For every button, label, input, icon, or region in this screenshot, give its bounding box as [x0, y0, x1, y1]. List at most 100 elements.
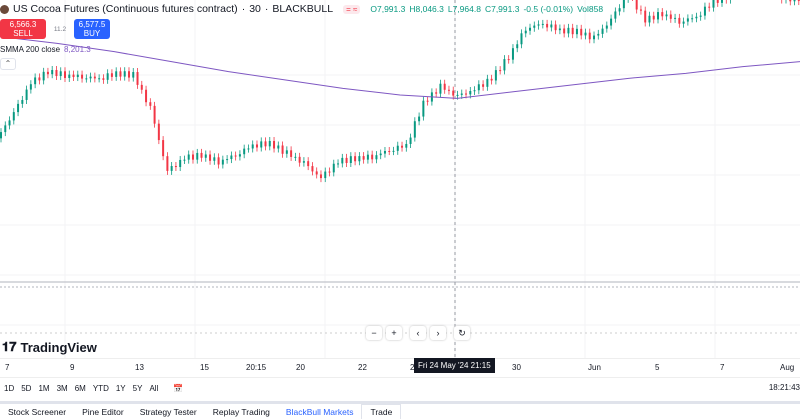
interval[interactable]: 30 [249, 3, 261, 15]
candle-body [302, 161, 305, 163]
range-1y[interactable]: 1Y [115, 384, 126, 393]
chart-navigation: − + ‹ › ↻ [366, 326, 470, 340]
candle-body [183, 159, 186, 161]
candle-body [789, 0, 792, 2]
candle-body [797, 0, 800, 2]
candle-body [332, 163, 335, 173]
candle-body [614, 11, 617, 19]
candle-body [38, 77, 41, 81]
tab-stock-screener[interactable]: Stock Screener [8, 406, 67, 417]
range-3m[interactable]: 3M [56, 384, 68, 393]
candle-body [494, 70, 497, 81]
candle-body [234, 155, 237, 157]
time-tick: 5 [655, 363, 660, 372]
candle-body [541, 23, 544, 25]
candle-body [401, 145, 404, 148]
time-tick: 9 [70, 363, 75, 372]
tab-replay-trading[interactable]: Replay Trading [212, 406, 270, 417]
candle-body [204, 154, 207, 158]
collapse-legend-button[interactable]: ⌃ [0, 58, 16, 70]
buy-button[interactable]: 6,577.5 BUY [74, 19, 110, 39]
candle-body [546, 23, 549, 28]
clock[interactable]: 18:21:43 [768, 383, 800, 392]
range-5y[interactable]: 5Y [132, 384, 143, 393]
candle-body [366, 154, 369, 160]
range-ytd[interactable]: YTD [92, 384, 109, 393]
candle-body [273, 140, 276, 149]
candle-body [230, 155, 233, 160]
smma-line [0, 36, 800, 99]
candle-body [793, 0, 796, 2]
price-chart[interactable] [0, 0, 800, 360]
candle-body [238, 154, 241, 157]
candle-body [157, 123, 160, 141]
candle-body [422, 100, 425, 117]
tv-logo-icon: 𝟏𝟕 [2, 339, 17, 354]
symbol-legend: US Cocoa Futures (Continuous futures con… [0, 3, 603, 15]
range-1m[interactable]: 1M [38, 384, 50, 393]
candle-body [678, 17, 681, 24]
candle-body [200, 152, 203, 158]
candle-body [68, 74, 71, 78]
market-status-icon[interactable]: = ≈ [343, 4, 361, 14]
candle-body [72, 74, 75, 78]
tab-strategy-tester[interactable]: Strategy Tester [139, 406, 197, 417]
candle-body [34, 77, 37, 85]
candle-body [0, 132, 2, 139]
range-6m[interactable]: 6M [74, 384, 86, 393]
candle-body [695, 16, 698, 19]
candle-body [217, 157, 220, 165]
zoom-in-button[interactable]: + [386, 326, 402, 340]
candle-body [209, 154, 212, 161]
candle-body [140, 84, 143, 90]
candle-body [605, 25, 608, 29]
candle-body [644, 10, 647, 23]
candle-body [699, 15, 702, 17]
range-1d[interactable]: 1D [4, 384, 15, 393]
zoom-out-button[interactable]: − [366, 326, 382, 340]
scroll-right-button[interactable]: › [430, 326, 446, 340]
range-all[interactable]: All [149, 384, 159, 393]
candle-body [328, 171, 331, 173]
reset-chart-button[interactable]: ↻ [454, 326, 470, 340]
candle-body [337, 163, 340, 165]
tab-pine-editor[interactable]: Pine Editor [82, 406, 124, 417]
candle-body [520, 33, 523, 45]
range-5d[interactable]: 5D [21, 384, 32, 393]
candle-body [456, 94, 459, 96]
time-tick: 30 [512, 363, 521, 372]
candle-body [571, 27, 574, 35]
volume: Vol858 [577, 4, 604, 14]
sell-button[interactable]: 6,566.3 SELL [0, 19, 46, 39]
candle-body [524, 30, 527, 34]
candle-body [196, 152, 199, 160]
time-tick: 15 [200, 363, 209, 372]
go-to-date-icon[interactable]: 📅 [173, 384, 184, 393]
candle-body [712, 0, 715, 8]
tab-blackbull-markets[interactable]: BlackBull Markets [285, 406, 354, 417]
candle-body [499, 70, 502, 72]
candle-body [465, 93, 468, 95]
candle-body [443, 83, 446, 90]
time-axis[interactable]: 7 9 13 15 20:15 20 22 2 30 Jun 5 7 Aug [0, 358, 800, 374]
candle-body [529, 27, 532, 31]
candle-body [349, 156, 352, 163]
candle-body [439, 83, 442, 94]
symbol-name[interactable]: US Cocoa Futures (Continuous futures con… [13, 3, 238, 15]
candle-body [81, 74, 84, 79]
candle-body [153, 105, 156, 124]
candle-body [418, 116, 421, 122]
candle-body [511, 48, 514, 60]
tab-trade[interactable]: Trade [361, 404, 402, 419]
candle-body [473, 90, 476, 92]
tradingview-logo[interactable]: 𝟏𝟕 TradingView [2, 339, 97, 355]
candle-body [136, 72, 139, 85]
candle-body [669, 14, 672, 19]
candle-body [21, 99, 24, 104]
ohlc-low: L7,964.8 [447, 4, 481, 14]
candle-body [452, 90, 455, 96]
indicator-legend[interactable]: SMMA 200 close 8,201.3 [0, 45, 91, 54]
candle-body [281, 145, 284, 154]
scroll-left-button[interactable]: ‹ [410, 326, 426, 340]
candle-body [584, 32, 587, 36]
